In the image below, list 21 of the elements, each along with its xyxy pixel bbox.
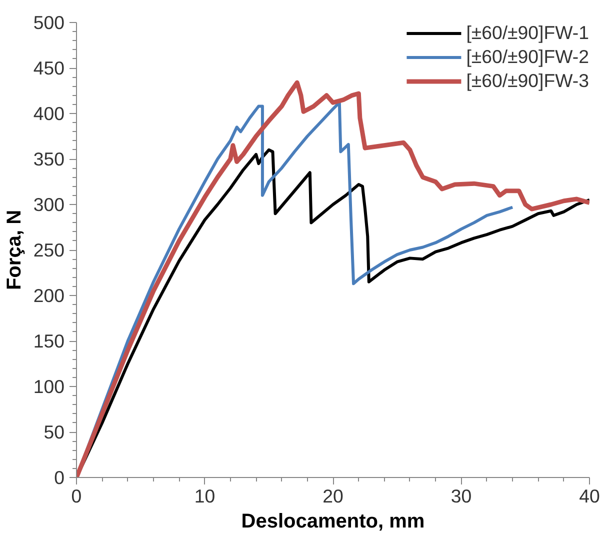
y-tick-label: 150 (33, 330, 65, 352)
x-tick-label: 0 (71, 486, 82, 506)
x-tick-label: 30 (450, 486, 472, 506)
y-tick-label: 500 (33, 12, 65, 33)
x-tick-label: 20 (322, 486, 344, 506)
y-tick-label: 250 (33, 240, 65, 260)
y-tick-label: 50 (44, 422, 65, 442)
x-tick-label: 10 (194, 486, 216, 506)
legend-label: [±60/±90]FW-1 (466, 22, 589, 44)
y-axis-title: Força, N (3, 210, 26, 290)
y-tick-label: 350 (33, 148, 65, 170)
x-tick-label: 40 (579, 486, 600, 506)
y-tick-label: 0 (54, 467, 65, 488)
y-tick-label: 300 (33, 194, 65, 215)
y-tick-label: 400 (33, 103, 65, 124)
x-axis-title: Deslocamento, mm (241, 510, 425, 532)
legend-label: [±60/±90]FW-2 (466, 46, 589, 68)
y-tick-label: 200 (33, 285, 65, 306)
y-tick-label: 450 (33, 58, 65, 78)
y-tick-label: 100 (33, 376, 65, 397)
legend-label: [±60/±90]FW-3 (466, 70, 589, 92)
